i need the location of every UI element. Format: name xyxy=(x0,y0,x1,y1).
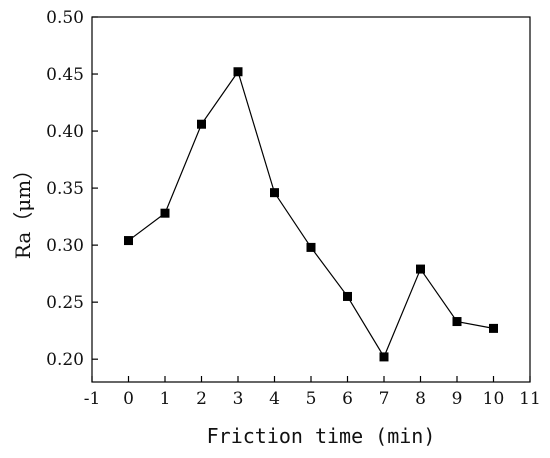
x-tick-label: 4 xyxy=(269,389,280,409)
y-tick-label: 0.20 xyxy=(46,350,84,370)
data-point xyxy=(160,208,170,218)
x-tick-label: 11 xyxy=(519,389,541,409)
series-layer xyxy=(124,67,498,362)
y-axis-ticks: 0.20 0.25 0.30 0.35 0.40 0.45 0.50 xyxy=(46,8,98,370)
y-tick-label: 0.25 xyxy=(46,293,84,313)
plot-frame xyxy=(91,16,531,383)
x-tick-label: 1 xyxy=(160,389,171,409)
y-tick-label: 0.40 xyxy=(46,122,84,142)
data-point xyxy=(416,264,425,274)
y-tick-label: 0.50 xyxy=(46,8,84,28)
x-tick-label: 8 xyxy=(415,389,426,409)
data-point xyxy=(379,352,389,362)
x-tick-label: 3 xyxy=(233,389,244,409)
x-axis-title: Friction time (min) xyxy=(207,424,436,448)
y-tick-label: 0.30 xyxy=(46,236,84,256)
data-point xyxy=(270,188,279,198)
data-point xyxy=(489,323,498,333)
x-tick-label: 6 xyxy=(342,389,353,409)
x-tick-label: 10 xyxy=(483,389,505,409)
y-tick-label: 0.35 xyxy=(46,179,84,199)
series-line xyxy=(128,70,494,359)
x-tick-label: 9 xyxy=(452,389,463,409)
x-tick-label: 7 xyxy=(379,389,390,409)
data-point xyxy=(452,317,462,327)
x-axis-ticks: -1 0 1 2 3 4 5 6 7 8 9 10 11 xyxy=(84,376,541,409)
data-point xyxy=(233,67,243,77)
data-point xyxy=(343,291,352,301)
data-point xyxy=(197,119,206,129)
x-tick-label: 5 xyxy=(306,389,317,409)
y-tick-label: 0.45 xyxy=(46,65,84,85)
y-axis-title: Ra（μm） xyxy=(11,160,35,259)
x-tick-label: -1 xyxy=(84,389,101,409)
x-tick-label: 2 xyxy=(196,389,207,409)
data-point xyxy=(306,242,316,252)
data-point xyxy=(124,236,133,246)
x-tick-label: 0 xyxy=(123,389,134,409)
